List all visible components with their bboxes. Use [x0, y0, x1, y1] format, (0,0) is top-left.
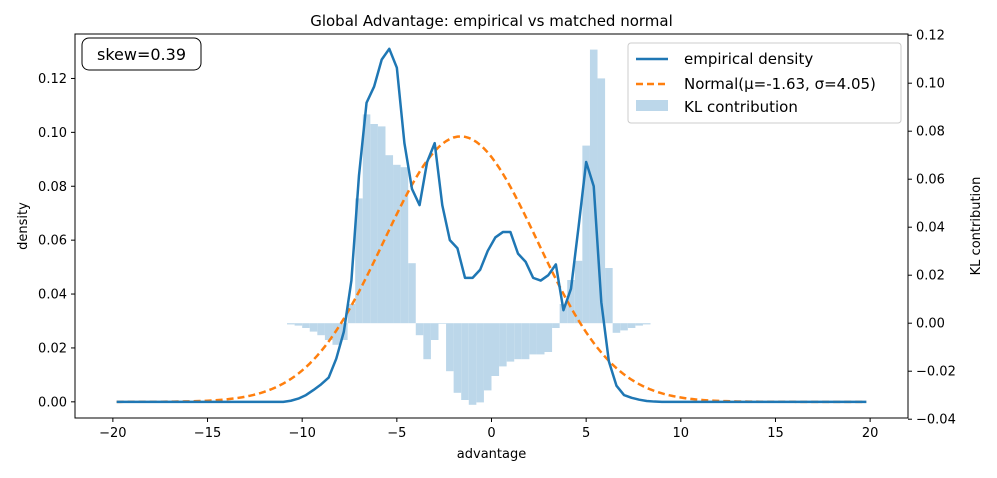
kl-bar [362, 114, 371, 324]
y-right-tick-label: 0.00 [916, 317, 945, 332]
x-tick-label: −10 [288, 426, 315, 441]
y-right-tick-label: 0.10 [916, 77, 945, 92]
kl-bar [514, 323, 522, 360]
kl-bar [529, 323, 537, 355]
annotation-text: skew=0.39 [97, 45, 186, 64]
kl-bar [332, 323, 341, 345]
kl-bar [635, 323, 643, 326]
x-tick-label: 15 [767, 426, 784, 441]
kl-bar [544, 323, 553, 352]
kl-bar [385, 155, 394, 324]
y-tick-label: 0.08 [38, 180, 67, 195]
y-right-tick-label: 0.12 [916, 29, 945, 44]
kl-bar [506, 323, 515, 362]
y-right-tick-label: −0.04 [916, 413, 956, 428]
y-tick-label: 0.02 [38, 341, 67, 356]
kl-bar [461, 323, 469, 400]
legend-label-normal: Normal(μ=-1.63, σ=4.05) [684, 75, 876, 93]
y-right-tick-label: 0.02 [916, 269, 945, 284]
x-tick-label: 10 [673, 426, 690, 441]
kl-bar [567, 280, 575, 324]
kl-bar [491, 323, 500, 376]
y-axis-right-label: KL contribution [969, 177, 984, 276]
legend-label-kl: KL contribution [684, 98, 798, 116]
kl-bar [559, 304, 568, 324]
x-tick-label: 20 [862, 426, 879, 441]
y-right-tick-label: 0.06 [916, 173, 945, 188]
kl-bar [430, 323, 439, 340]
y-right-tick-label: 0.08 [916, 125, 945, 140]
kl-bar [612, 323, 621, 333]
y-axis-label: density [16, 202, 31, 250]
kl-bar [438, 323, 447, 324]
kl-bar [415, 323, 424, 336]
kl-bar [347, 304, 356, 324]
y-right-tick-label: 0.04 [916, 221, 945, 236]
y-tick-label: 0.06 [38, 234, 67, 249]
kl-bar [393, 164, 401, 324]
y-tick-label: 0.04 [38, 288, 67, 303]
x-tick-label: −5 [387, 426, 406, 441]
kl-bar [536, 323, 545, 355]
kl-bar [453, 323, 462, 393]
kl-bar [597, 78, 606, 324]
kl-bar [423, 323, 431, 360]
kl-bar [408, 263, 416, 324]
x-tick-label: −20 [99, 426, 126, 441]
empirical-density-line [116, 47, 867, 404]
kl-bar [468, 323, 477, 405]
legend: empirical density Normal(μ=-1.63, σ=4.05… [627, 42, 902, 124]
plot-area [116, 47, 867, 405]
legend-box [627, 42, 902, 124]
kl-bar [620, 323, 628, 331]
annotation-box [81, 37, 202, 71]
kl-bar [574, 260, 583, 324]
kl-bar [370, 124, 378, 324]
kl-bar [317, 323, 325, 336]
normal-curve [116, 135, 867, 404]
kl-bar [309, 323, 318, 332]
y-tick-label: 0.10 [38, 126, 67, 141]
kl-bar [324, 323, 333, 340]
kl-bar [499, 323, 507, 367]
x-tick-label: −15 [194, 426, 221, 441]
axes: −20 −15 −10 −5 0 5 10 15 20 0.00 0.02 0.04 0.06 0.08 0… [38, 29, 956, 441]
skew-annotation: skew=0.39 [81, 37, 202, 71]
kl-bar [582, 145, 590, 324]
kl-bar [446, 323, 454, 372]
kl-bar [355, 198, 363, 324]
kl-bar [627, 323, 636, 328]
y-right-tick-label: −0.02 [916, 365, 956, 380]
y-tick-label: 0.12 [38, 72, 67, 87]
x-tick-label: 0 [487, 426, 495, 441]
chart-title: Global Advantage: empirical vs matched n… [310, 12, 673, 30]
kl-bar [294, 323, 303, 326]
y-tick-label: 0.00 [38, 395, 67, 410]
kl-bar [287, 323, 295, 325]
kl-bar [521, 323, 530, 360]
legend-swatch-kl [636, 100, 668, 111]
x-axis-label: advantage [457, 447, 526, 462]
x-tick-label: 5 [582, 426, 590, 441]
kl-bar [642, 323, 651, 325]
kl-bar [302, 323, 310, 328]
kl-bar [552, 323, 560, 328]
kl-bar [605, 268, 613, 324]
kl-bar [377, 126, 386, 324]
legend-label-empirical: empirical density [684, 50, 813, 68]
kl-bar [476, 323, 484, 403]
kl-bar [483, 323, 492, 391]
kl-bar [400, 167, 409, 324]
